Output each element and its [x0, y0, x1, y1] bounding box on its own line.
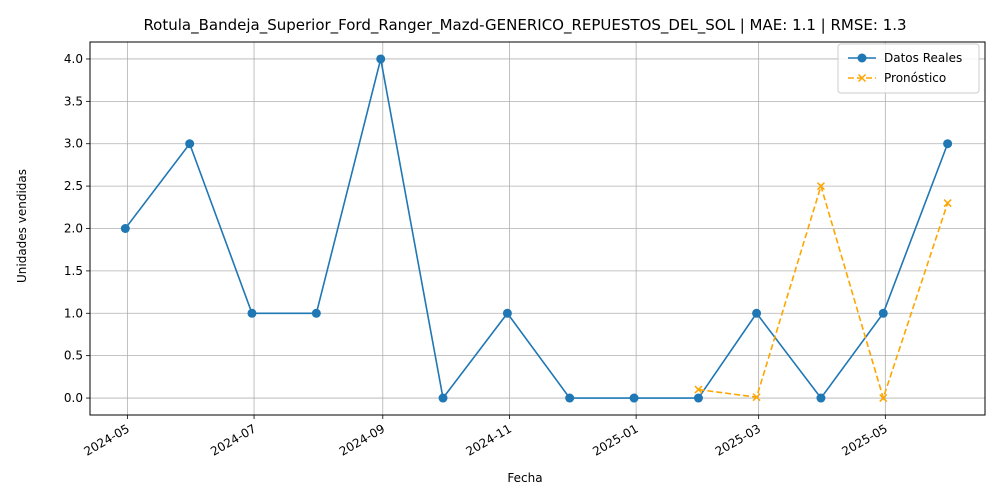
- series-line: [698, 183, 949, 401]
- data-point: [120, 224, 130, 233]
- series-layer: [120, 54, 953, 403]
- x-tick-label: 2025-03: [713, 421, 763, 458]
- x-tick-label: 2025-05: [839, 421, 889, 458]
- y-tick-label: 1.5: [64, 264, 83, 278]
- data-point: [185, 139, 195, 149]
- series-actual: [120, 54, 953, 403]
- data-point: [629, 393, 639, 403]
- y-tick-label: 3.5: [64, 94, 83, 108]
- data-point: [752, 308, 762, 318]
- x-tick-label: 2024-09: [337, 421, 387, 458]
- y-axis-title: Unidades vendidas: [15, 169, 29, 283]
- legend-marker: [857, 73, 867, 83]
- data-point: [816, 393, 826, 403]
- legend: Datos Reales Pronóstico: [837, 43, 980, 94]
- data-point: [693, 393, 703, 403]
- forecast-point: [943, 199, 952, 208]
- data-point: [565, 393, 575, 403]
- legend-marker: [857, 53, 867, 63]
- forecast-point: [752, 393, 761, 402]
- chart-title: Rotula_Bandeja_Superior_Ford_Ranger_Mazd…: [143, 16, 906, 35]
- legend-label: Datos Reales: [884, 51, 962, 65]
- data-point: [247, 308, 257, 318]
- forecast-point: [694, 385, 703, 394]
- y-tick-label: 2.0: [64, 222, 83, 236]
- y-tick-label: 0.0: [64, 391, 83, 405]
- x-tick-label: 2024-07: [208, 421, 258, 458]
- data-point: [438, 393, 448, 403]
- data-point: [878, 308, 888, 318]
- y-tick-label: 0.5: [64, 349, 83, 363]
- legend-label: Pronóstico: [884, 71, 946, 85]
- y-tick-label: 1.0: [64, 306, 83, 320]
- x-axis-title: Fecha: [507, 471, 542, 485]
- data-point: [502, 308, 512, 318]
- y-tick-label: 3.0: [64, 137, 83, 151]
- forecast-point: [879, 394, 888, 403]
- data-point: [376, 54, 386, 64]
- y-tick-label: 4.0: [64, 52, 83, 66]
- forecast-point: [816, 182, 825, 191]
- data-point: [943, 139, 953, 149]
- legend-box: [837, 43, 980, 94]
- x-tick-label: 2024-11: [464, 421, 514, 458]
- grid: [90, 42, 985, 415]
- x-tick-label: 2024-05: [81, 421, 131, 458]
- series-forecast: [694, 182, 952, 403]
- x-tick-label: 2025-01: [590, 421, 640, 458]
- series-line: [124, 58, 949, 400]
- data-point: [311, 308, 321, 318]
- y-tick-label: 2.5: [64, 179, 83, 193]
